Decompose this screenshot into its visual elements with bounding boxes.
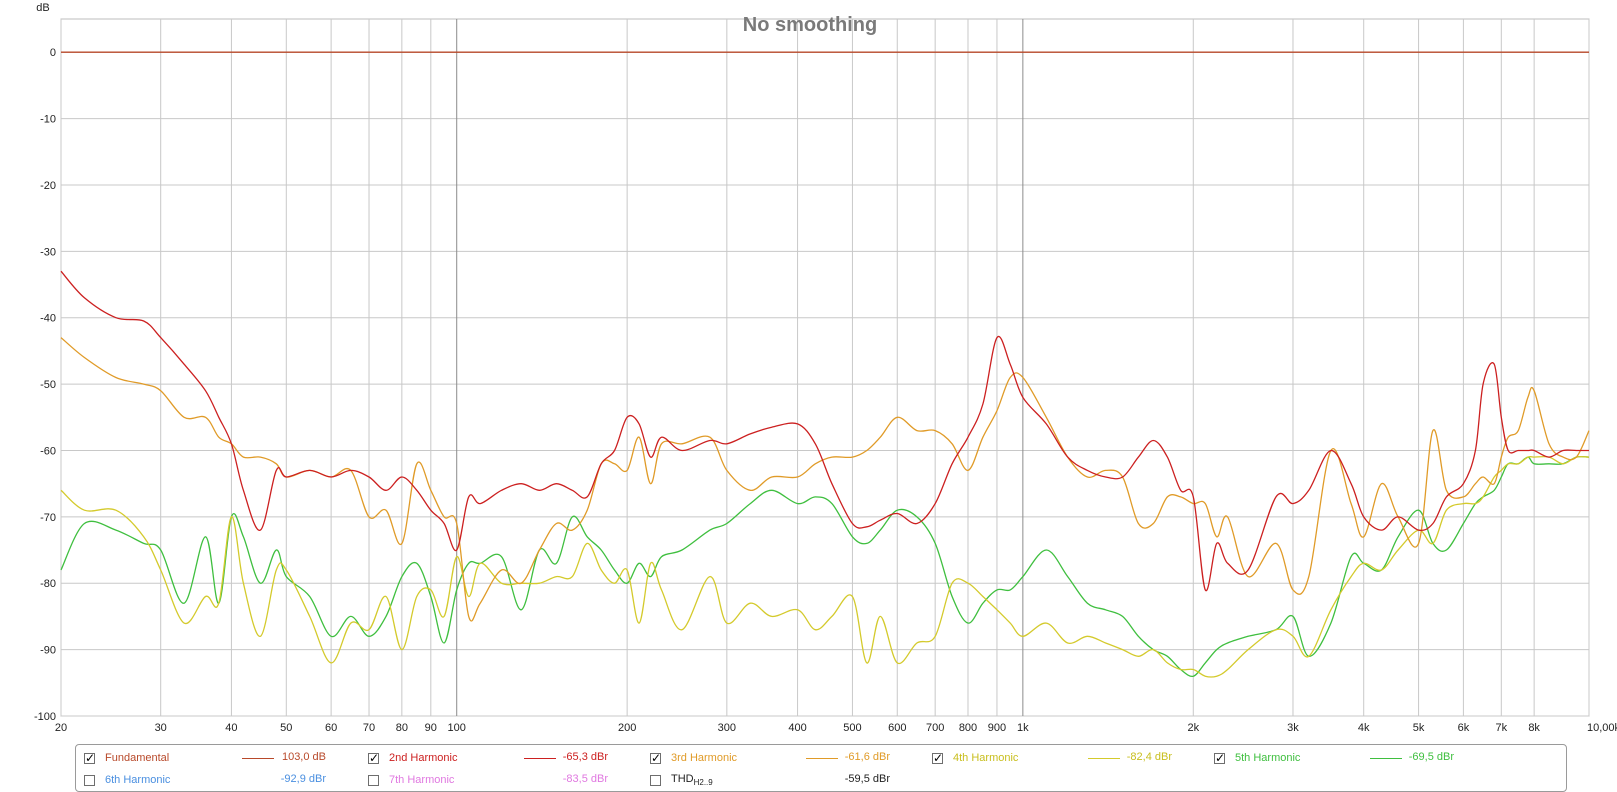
legend-item-fundamental[interactable]: Fundamental [84,750,169,766]
legend-item-6th-harmonic[interactable]: 6th Harmonic [84,772,170,788]
x-tick-label: 3k [1287,722,1299,734]
series-3rd-harmonic-line [60,337,1590,622]
y-tick-label: -90 [40,645,56,657]
legend-swatch-fundamental [242,758,274,759]
legend-swatch-2nd-harmonic [524,758,556,759]
x-tick-label: 4k [1358,722,1370,734]
y-axis-label: dB [36,2,49,14]
plot-area [60,18,1590,717]
x-tick-label: 100 [448,722,466,734]
legend-label-4th-harmonic: 4th Harmonic [953,752,1019,764]
x-tick-label: 8k [1528,722,1540,734]
x-tick-label: 200 [618,722,636,734]
x-tick-label: 20 [55,722,67,734]
legend-item-7th-harmonic[interactable]: 7th Harmonic [368,772,454,788]
y-tick-label: -60 [40,445,56,457]
legend-swatch-4th-harmonic [1088,758,1120,759]
y-tick-label: -40 [40,313,56,325]
x-tick-label: 80 [396,722,408,734]
checkbox-5th-harmonic[interactable] [1214,751,1225,765]
legend-label-5th-harmonic: 5th Harmonic [1235,752,1301,764]
legend-item-2nd-harmonic[interactable]: 2nd Harmonic [368,750,457,766]
x-tick-label: 2k [1187,722,1199,734]
y-tick-label: -10 [40,114,56,126]
legend-value-fundamental: 103,0 dB [281,751,326,763]
y-tick-label: -80 [40,578,56,590]
legend-item-thd[interactable]: THDH2..9 [650,772,713,788]
series-4th-harmonic-line [60,455,1590,678]
legend-item-4th-harmonic[interactable]: 4th Harmonic [932,750,1018,766]
legend-value-3rd-harmonic: -61,6 dBr [844,751,890,763]
x-tick-label: 60 [325,722,337,734]
x-tick-label: 400 [788,722,806,734]
x-tick-label: 10,00kHz [1587,722,1617,734]
x-tick-label: 7k [1495,722,1507,734]
legend-label-6th-harmonic: 6th Harmonic [105,774,171,786]
x-tick-label: 700 [926,722,944,734]
x-tick-label: 500 [843,722,861,734]
checkbox-3rd-harmonic[interactable] [650,751,661,765]
legend-swatch-5th-harmonic [1370,758,1402,759]
legend-value-7th-harmonic: -83,5 dBr [562,773,608,785]
series-5th-harmonic-line [60,455,1590,678]
x-tick-label: 600 [888,722,906,734]
legend-box: Fundamental 103,0 dB 2nd Harmonic -65,3 … [75,744,1567,792]
y-tick-label: -20 [40,180,56,192]
x-tick-label: 30 [155,722,167,734]
checkbox-4th-harmonic[interactable] [932,751,943,765]
legend-value-2nd-harmonic: -65,3 dBr [562,751,608,763]
y-tick-label: -30 [40,246,56,258]
x-tick-label: 70 [363,722,375,734]
checkbox-thd[interactable] [650,774,661,786]
legend-value-thd: -59,5 dBr [844,773,890,785]
x-tick-label: 1k [1017,722,1029,734]
series-2nd-harmonic-line [60,270,1589,592]
checkbox-7th-harmonic[interactable] [368,774,379,786]
x-tick-label: 40 [225,722,237,734]
legend-label-3rd-harmonic: 3rd Harmonic [671,752,738,764]
legend-value-6th-harmonic: -92,9 dBr [280,773,326,785]
legend-label-2nd-harmonic: 2nd Harmonic [389,752,458,764]
x-tick-label: 50 [280,722,292,734]
x-tick-label: 90 [425,722,437,734]
legend-label-thd-sub: H2..9 [693,778,713,788]
y-tick-label: -100 [34,711,56,723]
legend-label-thd: THDH2..9 [671,773,713,787]
y-tick-label: -70 [40,512,56,524]
legend-swatch-3rd-harmonic [806,758,838,759]
y-tick-label: -50 [40,379,56,391]
legend-value-5th-harmonic: -69,5 dBr [1408,751,1454,763]
checkbox-2nd-harmonic[interactable] [368,751,379,765]
legend-label-7th-harmonic: 7th Harmonic [389,774,455,786]
x-tick-label: 800 [959,722,977,734]
x-tick-label: 5k [1413,722,1425,734]
checkbox-fundamental[interactable] [84,751,95,765]
legend-label-fundamental: Fundamental [105,752,170,764]
legend-item-5th-harmonic[interactable]: 5th Harmonic [1214,750,1300,766]
checkbox-6th-harmonic[interactable] [84,774,95,786]
legend-label-thd-text: THD [671,772,694,785]
x-tick-label: 300 [718,722,736,734]
x-tick-label: 6k [1458,722,1470,734]
y-tick-label: 0 [50,47,56,59]
chart-title: No smoothing [743,14,877,36]
legend-value-4th-harmonic: -82,4 dBr [1126,751,1172,763]
x-tick-label: 900 [988,722,1006,734]
legend-item-3rd-harmonic[interactable]: 3rd Harmonic [650,750,737,766]
